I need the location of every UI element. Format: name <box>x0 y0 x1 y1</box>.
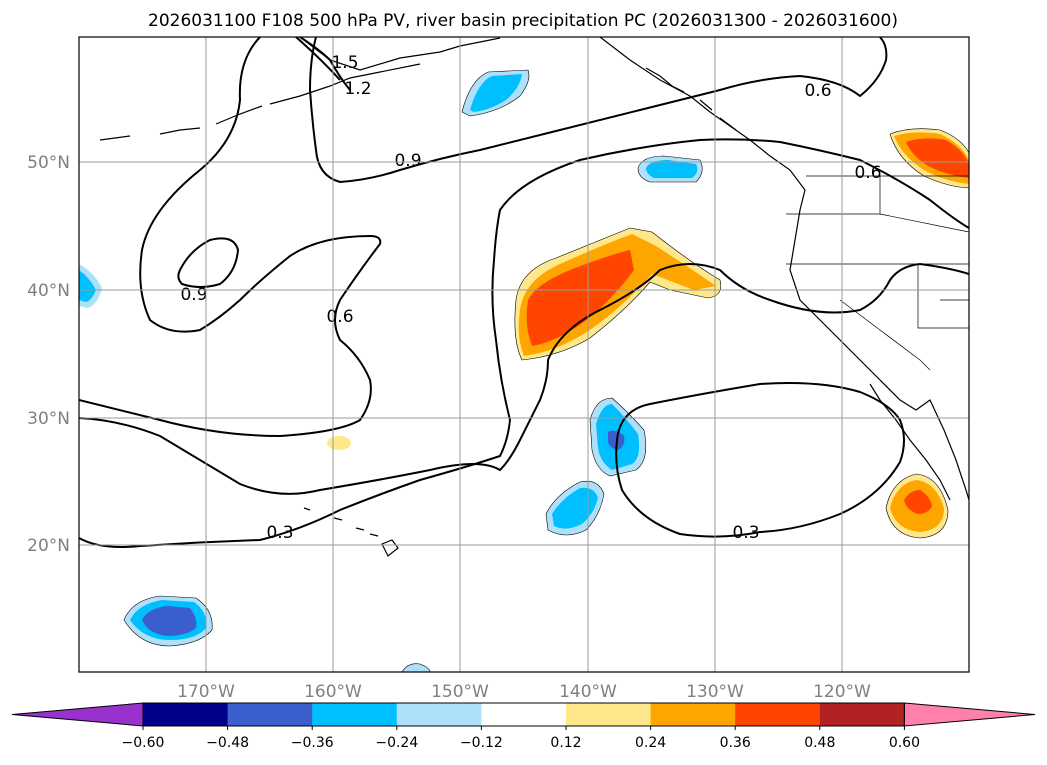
colorbar-segment <box>481 703 567 726</box>
precip-region-negative <box>79 264 102 308</box>
colorbar-tick-label: 0.60 <box>889 735 920 751</box>
colorbar-tick-label: −0.60 <box>122 735 165 751</box>
colorbar-tick-label: 0.48 <box>804 735 835 751</box>
chart-title: 2026031100 F108 500 hPa PV, river basin … <box>148 11 898 31</box>
lon-label: 120°W <box>813 682 871 702</box>
precip-region-positive <box>327 436 351 450</box>
colorbar-segment <box>566 703 652 726</box>
precip-region-negative <box>545 480 605 536</box>
colorbar-segment <box>819 703 905 726</box>
state-borders <box>786 175 969 371</box>
colorbar-segment <box>312 703 398 726</box>
contour-label: 0.3 <box>732 523 759 543</box>
precip-region-negative <box>461 69 530 117</box>
contour-label: 1.2 <box>344 79 371 99</box>
lat-label: 50°N <box>27 153 70 173</box>
map-panel: 1.5 1.2 0.9 0.6 0.6 0.9 0.6 0.3 0.3 <box>78 36 970 673</box>
lon-label: 150°W <box>431 682 489 702</box>
precip-region-negative <box>637 155 703 183</box>
colorbar-extend-high <box>903 702 1036 727</box>
lon-label: 160°W <box>304 682 362 702</box>
colorbar-tick-label: 0.36 <box>720 735 751 751</box>
colorbar-segment <box>650 703 736 726</box>
lat-label: 30°N <box>27 409 70 429</box>
lat-label: 40°N <box>27 281 70 301</box>
pv-contours <box>79 37 969 548</box>
lat-label: 20°N <box>27 536 70 556</box>
contour-label: 0.6 <box>326 307 353 327</box>
contour-label: 1.5 <box>331 53 358 73</box>
precip-region-positive <box>885 473 949 539</box>
colorbar-segment <box>227 703 313 726</box>
contour-label: 0.6 <box>804 81 831 101</box>
colorbar-segment <box>143 703 229 726</box>
lon-label: 130°W <box>686 682 744 702</box>
colorbar-tick-label: −0.48 <box>206 735 249 751</box>
colorbar-segment <box>396 703 482 726</box>
precip-region-positive <box>514 227 722 361</box>
colorbar-frame <box>142 702 905 727</box>
lon-label: 140°W <box>559 682 617 702</box>
contour-label: 0.9 <box>394 151 421 171</box>
contour-label: 0.9 <box>180 285 207 305</box>
precipitation-shading <box>79 69 969 672</box>
lon-label: 170°W <box>177 682 235 702</box>
lon-labels: 170°W 160°W 150°W 140°W 130°W 120°W <box>177 682 871 702</box>
precip-region-positive <box>889 128 969 189</box>
contour-label: 0.6 <box>854 163 881 183</box>
colorbar-tick-label: −0.36 <box>291 735 334 751</box>
gridlines <box>79 37 969 672</box>
colorbar-tick-label: −0.24 <box>375 735 418 751</box>
precip-region-negative <box>123 595 213 647</box>
colorbar-tick-label: −0.12 <box>460 735 503 751</box>
colorbar: −0.60 −0.48 −0.36 −0.24 −0.12 0.12 0.24 0.36 0.4… <box>11 702 1036 751</box>
lat-labels: 50°N 40°N 30°N 20°N <box>27 153 70 556</box>
colorbar-tick-label: 0.12 <box>550 735 581 751</box>
precip-region-negative <box>401 663 431 672</box>
colorbar-tick-label: 0.24 <box>635 735 666 751</box>
colorbar-segment <box>735 703 821 726</box>
colorbar-extend-low <box>11 702 144 727</box>
contour-label: 0.3 <box>266 523 293 543</box>
